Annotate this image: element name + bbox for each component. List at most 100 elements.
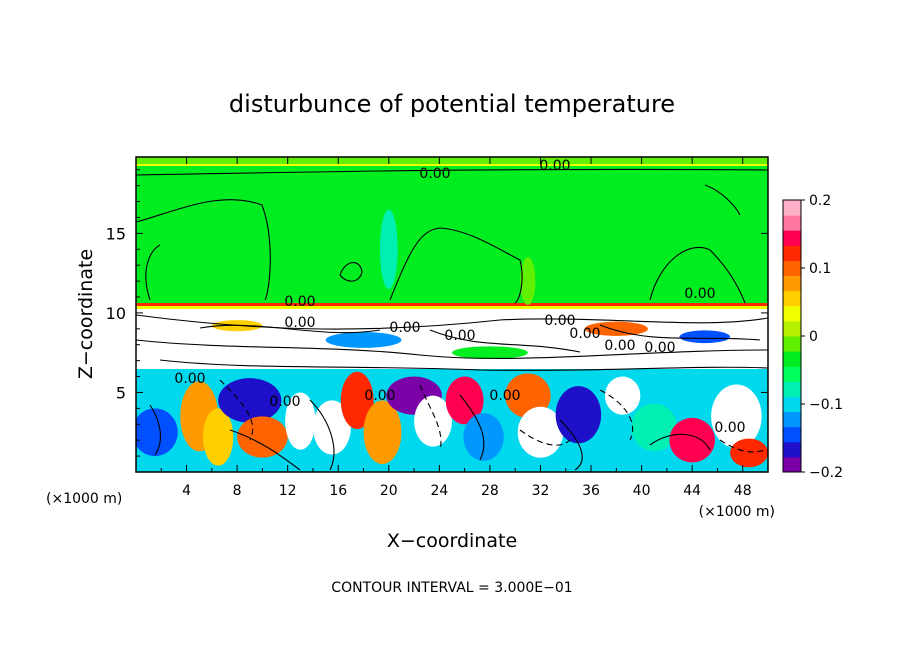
tropopause-band-yellow	[136, 306, 768, 309]
colorbar-segment	[783, 305, 801, 322]
contour-line	[339, 262, 363, 282]
temperature-field: 0.00 0.000.00 0.000.00 0.00 0.000.000.000.00…	[136, 157, 768, 472]
contour-line-negative	[219, 379, 254, 441]
contour-label: 0.00	[174, 371, 205, 387]
contour-line	[309, 399, 335, 471]
field-feature	[414, 395, 452, 447]
x-tick-label: 28	[481, 483, 499, 499]
y-tick-label: 10	[106, 304, 126, 323]
x-tick-label: 24	[430, 483, 448, 499]
top-boundary-band	[136, 157, 768, 164]
contour-label: 0.00	[604, 338, 635, 354]
x-axis-label: X−coordinate	[387, 530, 517, 552]
contour-line	[429, 329, 581, 353]
x-tick-label: 36	[582, 483, 600, 499]
y-tick-label: 5	[116, 383, 126, 402]
colorbar-segment	[783, 260, 801, 277]
field-feature	[218, 378, 282, 423]
field-feature	[202, 408, 234, 466]
contour-label: 0.00	[364, 388, 395, 404]
x-tick-label: 44	[683, 483, 701, 499]
colorbar-tick-label: −0.2	[809, 465, 843, 481]
colorbar-segment	[783, 336, 801, 352]
colorbar: 0.2 0.1 0 −0.1 −0.2	[782, 193, 843, 481]
contour-label: 0.00	[714, 420, 745, 436]
colorbar-tick-label: 0	[809, 329, 818, 345]
contour-label: 0.00	[284, 315, 315, 331]
chart-title: disturbunce of potential temperature	[229, 90, 675, 118]
contour-line	[229, 429, 301, 471]
y-axis-label: Z−coordinate	[75, 249, 97, 379]
contour-line	[559, 419, 583, 471]
x-tick-label: 48	[734, 483, 752, 499]
field-feature	[631, 403, 677, 452]
colorbar-segment	[783, 351, 801, 367]
colorbar-segment	[783, 381, 801, 397]
contour-label: 0.00	[544, 313, 575, 329]
colorbar-segment	[783, 215, 801, 231]
contour-line-negative	[719, 439, 766, 453]
x-unit-label: (×1000 m)	[699, 504, 775, 520]
field-feature	[730, 438, 768, 468]
contour-label: 0.00	[284, 294, 315, 310]
colorbar-segment	[783, 275, 801, 292]
plot-frame	[135, 156, 769, 473]
field-feature	[136, 408, 178, 457]
contour-line	[136, 168, 768, 176]
colorbar-segment	[783, 245, 801, 261]
field-feature	[505, 373, 551, 418]
contour-line	[149, 404, 161, 456]
field-feature	[237, 416, 288, 458]
contour-label: 0.00	[444, 328, 475, 344]
contour-label: 0.00	[489, 388, 520, 404]
contour-label: 0.00	[269, 394, 300, 410]
x-tick-label: 12	[279, 483, 297, 499]
x-tick-label: 4	[182, 483, 191, 499]
colorbar-segment	[783, 230, 801, 246]
field-feature	[604, 376, 641, 415]
colorbar-segment	[783, 366, 801, 382]
contour-interval-label: CONTOUR INTERVAL = 3.000E−01	[331, 580, 572, 596]
field-feature	[711, 384, 762, 449]
tropopause-band-red	[136, 303, 768, 306]
colorbar-segment	[783, 290, 801, 307]
contour-line	[459, 394, 485, 461]
contour-label: 0.00	[569, 326, 600, 342]
contour-label: 0.00	[419, 166, 450, 182]
contour-line	[649, 433, 711, 451]
top-boundary-line	[136, 164, 768, 166]
contour-line	[145, 244, 161, 301]
x-tick-label: 20	[380, 483, 398, 499]
field-feature	[452, 346, 528, 360]
field-feature	[312, 400, 351, 455]
mixed-layer-background	[136, 309, 768, 369]
contour-line-negative	[519, 429, 571, 446]
contour-line-negative	[419, 384, 442, 451]
colorbar-segment	[783, 441, 801, 458]
x-tick-label: 40	[633, 483, 651, 499]
field-feature	[285, 392, 316, 450]
colorbar-segment	[783, 411, 801, 428]
field-feature	[379, 209, 398, 290]
contour-line	[649, 246, 746, 304]
contour-label: 0.00	[684, 286, 715, 302]
colorbar-tick-label: −0.1	[809, 397, 843, 413]
contour-line	[136, 199, 271, 301]
colorbar-tick-label: 0.2	[809, 193, 831, 209]
y-tick-label: 15	[106, 224, 126, 243]
field-feature	[363, 400, 402, 465]
colorbar-tick-label: 0.1	[809, 261, 831, 277]
upper-layer-background	[136, 157, 768, 307]
x-tick-label: 16	[329, 483, 347, 499]
contour-line	[599, 324, 761, 341]
colorbar-segment	[783, 396, 801, 413]
contour-line	[159, 359, 768, 371]
colorbar-segment	[783, 456, 801, 473]
x-tick-label: 32	[532, 483, 550, 499]
field-feature	[520, 257, 536, 305]
field-feature	[325, 332, 402, 348]
colorbar-segment	[783, 320, 801, 337]
contour-line-negative	[599, 389, 634, 441]
y-unit-label: (×1000 m)	[46, 491, 122, 507]
